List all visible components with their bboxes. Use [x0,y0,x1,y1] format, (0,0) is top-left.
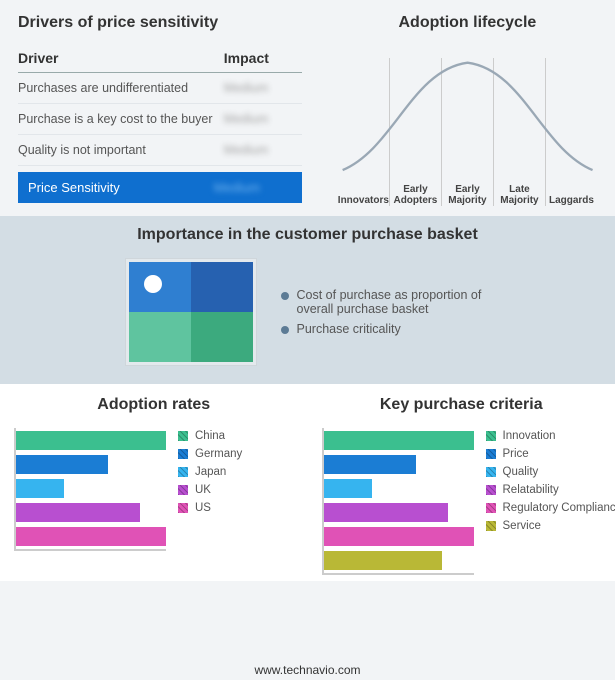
quad-cell [129,312,191,362]
bar [324,479,372,498]
th-driver: Driver [18,50,224,66]
legend-label: UK [195,484,211,496]
legend-text: Purchase criticality [297,322,401,336]
lifecycle-panel: Adoption lifecycle InnovatorsEarlyAdopte… [320,0,615,216]
legend-label: Japan [195,466,226,478]
impact-cell: Medium [224,143,302,157]
basket-marker-dot [144,275,162,293]
purchase-criteria-legend: Innovation Price Quality Relatability Regula… [486,428,615,575]
legend-label: Quality [503,466,539,478]
bar [324,455,416,474]
legend-label: Relatability [503,484,559,496]
legend-item: Price [486,448,615,460]
table-header: Driver Impact [18,46,302,70]
quad-cell [191,312,253,362]
swatch-icon [178,503,188,513]
legend-item: UK [178,484,294,496]
bar [324,527,474,546]
adoption-rates-panel: Adoption rates China Germany Japan UK US [0,384,308,581]
legend-item: Germany [178,448,294,460]
table-row: Purchase is a key cost to the buyerMediu… [18,104,302,135]
legend-item: Relatability [486,484,615,496]
swatch-icon [486,449,496,459]
bullet-icon [281,292,289,300]
legend-label: Innovation [503,430,556,442]
legend-label: US [195,502,211,514]
basket-legend: Cost of purchase as proportion of overal… [281,282,491,342]
legend-item: Innovation [486,430,615,442]
legend-item: Regulatory Compliance [486,502,615,514]
bar [324,503,448,522]
legend-item: Purchase criticality [281,322,491,336]
swatch-icon [486,467,496,477]
bar [16,503,140,522]
legend-label: Service [503,520,541,532]
legend-text: Cost of purchase as proportion of overal… [297,288,491,316]
quad-cell [191,262,253,312]
th-impact: Impact [224,50,302,66]
lifecycle-chart: InnovatorsEarlyAdoptersEarlyMajorityLate… [338,46,597,206]
swatch-icon [486,521,496,531]
table-row: Quality is not importantMedium [18,135,302,166]
impact-cell: Medium [224,112,302,126]
bullet-icon [281,326,289,334]
driver-cell: Purchase is a key cost to the buyer [18,112,224,126]
table-row: Purchases are undifferentiatedMedium [18,73,302,104]
swatch-icon [178,431,188,441]
bar [324,551,442,570]
legend-item: China [178,430,294,442]
legend-label: Regulatory Compliance [503,502,615,514]
legend-item: Quality [486,466,615,478]
bar [16,479,64,498]
swatch-icon [178,467,188,477]
legend-label: Germany [195,448,242,460]
legend-label: China [195,430,225,442]
summary-row: Price Sensitivity Medium [18,172,302,203]
legend-item: Japan [178,466,294,478]
footer-text: www.technavio.com [0,663,615,677]
bar [16,455,108,474]
summary-label: Price Sensitivity [28,180,214,195]
lifecycle-title: Adoption lifecycle [338,14,597,32]
swatch-icon [486,485,496,495]
swatch-icon [178,485,188,495]
adoption-rates-title: Adoption rates [14,396,294,414]
bar [16,431,166,450]
driver-cell: Quality is not important [18,143,224,157]
adoption-rates-legend: China Germany Japan UK US [178,428,294,551]
legend-item: US [178,502,294,514]
purchase-criteria-title: Key purchase criteria [322,396,602,414]
legend-label: Price [503,448,529,460]
driver-cell: Purchases are undifferentiated [18,81,224,95]
adoption-rates-bars [14,428,166,551]
purchase-criteria-panel: Key purchase criteria Innovation Price Qua… [308,384,615,581]
bar [16,527,166,546]
swatch-icon [486,431,496,441]
price-sensitivity-panel: Drivers of price sensitivity Driver Impa… [0,0,320,216]
impact-cell: Medium [224,81,302,95]
swatch-icon [486,503,496,513]
legend-item: Cost of purchase as proportion of overal… [281,288,491,316]
price-sensitivity-title: Drivers of price sensitivity [18,14,302,32]
basket-title: Importance in the customer purchase bask… [18,226,597,244]
basket-quad-chart [125,258,257,366]
bar [324,431,474,450]
basket-panel: Importance in the customer purchase bask… [0,216,615,384]
swatch-icon [178,449,188,459]
lifecycle-curve [338,46,597,196]
legend-item: Service [486,520,615,532]
purchase-criteria-bars [322,428,474,575]
summary-value: Medium [214,180,292,195]
